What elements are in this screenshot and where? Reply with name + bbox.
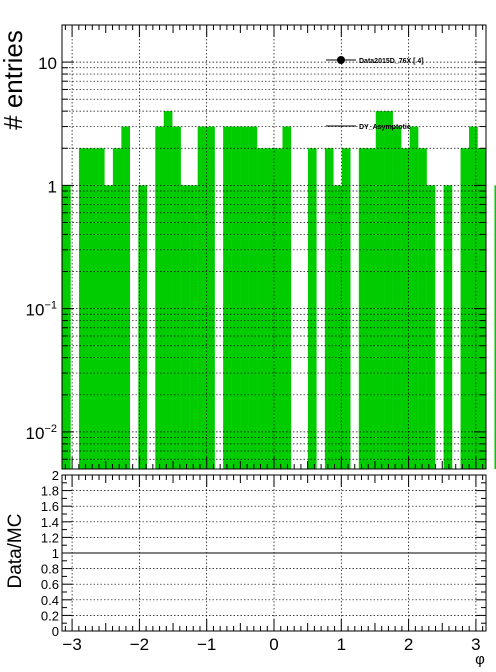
- histogram-bar: [87, 148, 97, 469]
- histogram-bar: [189, 185, 198, 470]
- x-tick-label: 2: [404, 635, 413, 654]
- histogram-bar: [469, 126, 478, 469]
- x-tick-label: −1: [197, 635, 216, 654]
- histogram-bar: [443, 185, 453, 470]
- ratio-y-tick-label: 0: [52, 624, 59, 639]
- histogram-bar: [112, 148, 122, 469]
- x-tick-label: −2: [130, 635, 149, 654]
- main-y-tick-exponent: −1: [44, 300, 57, 312]
- histogram-bar: [95, 148, 105, 469]
- main-y-tick-exponent: −2: [44, 423, 57, 435]
- histogram-bar: [223, 126, 232, 469]
- histogram-bar: [104, 185, 114, 470]
- histogram-bar: [257, 148, 266, 469]
- histogram-bar: [180, 185, 190, 470]
- x-tick-label: −3: [62, 635, 81, 654]
- legend-data-marker: [337, 56, 345, 64]
- ratio-y-tick-label: 0.8: [41, 562, 59, 577]
- main-y-tick-base: 10: [26, 424, 45, 443]
- histogram-bar: [197, 126, 207, 469]
- histogram-bar: [121, 126, 131, 469]
- histogram-bar: [375, 111, 385, 470]
- histogram-bar: [172, 126, 181, 469]
- main-y-tick-base: 10: [38, 54, 57, 73]
- histogram-bar: [248, 126, 258, 469]
- ratio-y-tick-label: 2: [52, 468, 59, 483]
- ratio-y-tick-label: 1.6: [41, 499, 59, 514]
- histogram-bar: [384, 111, 393, 470]
- histogram-bar: [426, 185, 436, 470]
- ratio-y-tick-label: 1.8: [41, 484, 59, 499]
- ratio-y-axis-label: Data/MC: [5, 514, 26, 589]
- histogram-bar: [206, 126, 215, 469]
- histogram-bar: [240, 126, 249, 469]
- ratio-y-tick-label: 0.2: [41, 608, 59, 623]
- legend-data-label: Data2015D_76X [ 4]: [359, 58, 424, 65]
- ratio-y-tick-label: 1.2: [41, 530, 59, 545]
- histogram-bar: [138, 185, 147, 470]
- ratio-y-tick-label: 0.4: [41, 593, 59, 608]
- x-axis-label: φ: [475, 651, 485, 668]
- x-tick-label: 1: [337, 635, 346, 654]
- histogram-bar: [333, 185, 343, 470]
- histogram-bar: [155, 126, 164, 469]
- x-tick-label: 0: [269, 635, 278, 654]
- legend-mc-label: DY_Asymptotic: [359, 124, 411, 131]
- histogram-bar: [307, 148, 317, 469]
- ratio-y-tick-label: 0.6: [41, 577, 59, 592]
- histogram-bar: [231, 126, 241, 469]
- main-y-tick-label: 10: [38, 54, 57, 73]
- histogram-bar: [367, 148, 376, 469]
- main-y-tick-base: 10: [26, 301, 45, 320]
- histogram-bar: [274, 148, 283, 469]
- histogram-bar: [62, 185, 71, 470]
- histogram-bar: [409, 126, 419, 469]
- main-y-tick-label: 10−2: [26, 423, 57, 443]
- main-y-axis-label: # entries: [0, 30, 28, 130]
- main-y-tick-base: 1: [48, 177, 57, 196]
- main-y-tick-label: 10−1: [26, 300, 57, 320]
- ratio-y-tick-label: 1: [52, 546, 59, 561]
- histogram-bar: [494, 185, 496, 470]
- histogram-bar: [163, 111, 173, 470]
- ratio-panel: 00.20.40.60.811.21.41.61.82−3 −2 −1 0 1 2 3: [41, 468, 487, 654]
- main-y-tick-label: 1: [48, 177, 57, 196]
- histogram-bar: [282, 126, 292, 469]
- histogram-bar: [392, 126, 402, 469]
- x-tick-label: 3: [471, 635, 480, 654]
- ratio-y-tick-label: 1.4: [41, 515, 59, 530]
- legend: Data2015D_76X [ 4] DY_Asymptotic: [326, 56, 424, 131]
